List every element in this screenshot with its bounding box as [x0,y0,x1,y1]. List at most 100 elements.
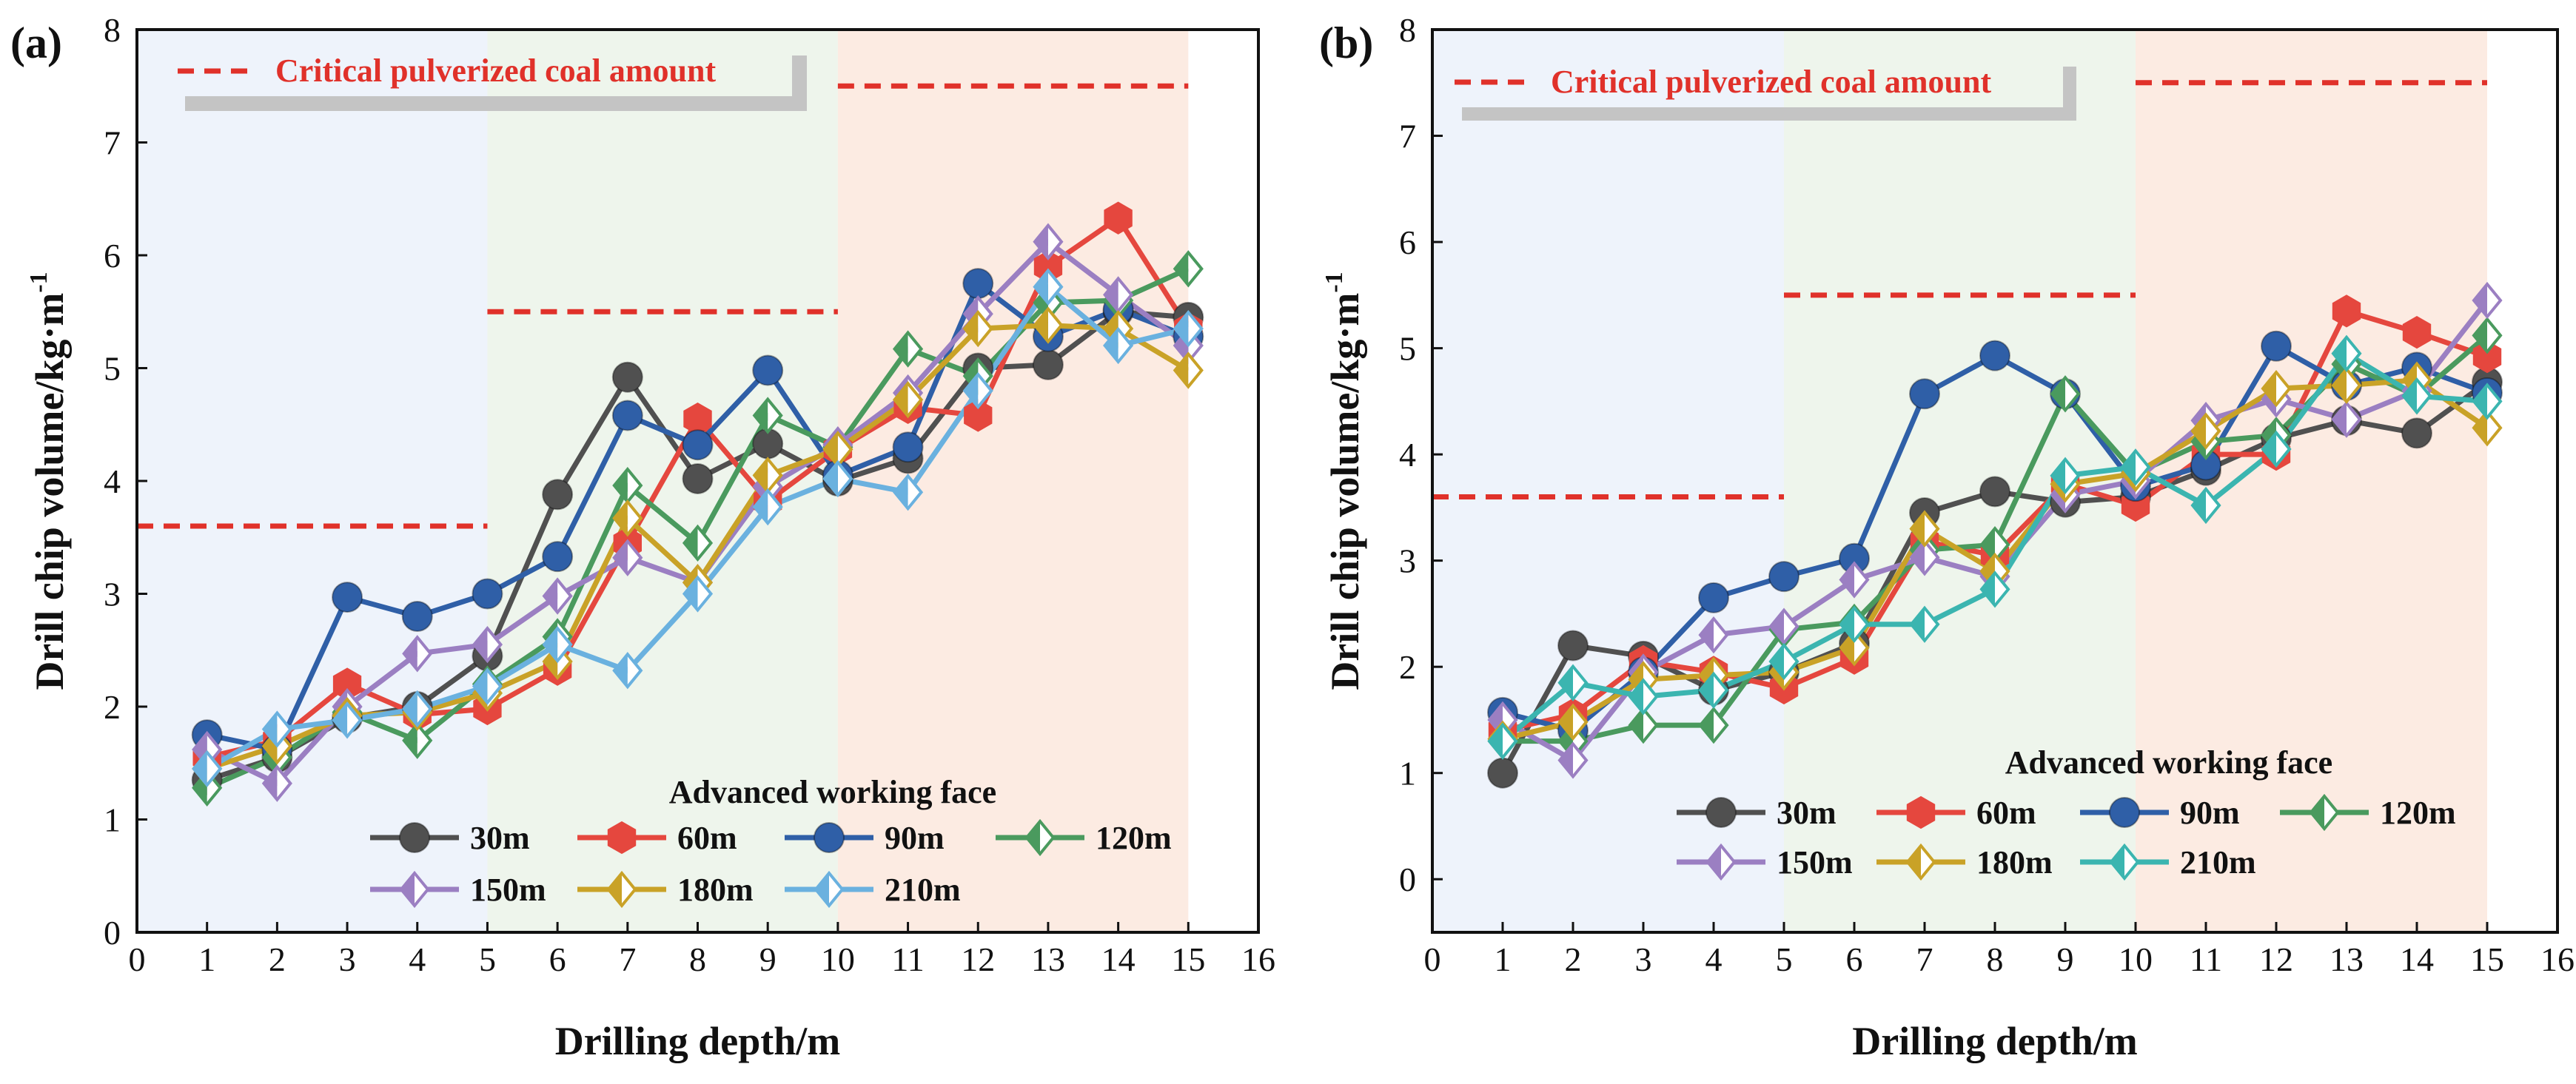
point-90m-x7 [611,400,643,431]
marker-left-half [1489,724,1503,758]
marker-left-half [403,637,417,670]
legend-label: 30m [470,820,530,856]
point-210m-x5 [472,667,503,705]
legend-title: Advanced working face [2005,744,2332,781]
y-tick-label: 2 [1399,648,1416,686]
x-tick-label: 6 [549,940,566,978]
marker-left-half [824,433,838,466]
marker-right-half [837,462,851,495]
point-210m-x14 [1103,326,1134,365]
marker-right-half [487,670,501,703]
marker-outline [1557,664,1589,701]
point-210m-x4 [1698,671,1729,709]
y-tick-label: 1 [104,801,121,839]
marker-outline [962,309,993,348]
marker-right-half [1573,666,1586,699]
y-tick-label: 5 [1399,330,1416,368]
marker-outline [2472,281,2503,320]
marker-right-half [2324,796,2338,829]
point-210m-x15 [1173,309,1204,348]
marker-right-half [697,526,711,559]
marker-outline [892,474,924,511]
y-tick-label: 4 [1399,436,1416,474]
point-150m-x5 [472,625,503,664]
marker-right-half [1040,821,1053,854]
legend-item-210m: 210m [2080,843,2256,881]
marker-left-half [1560,744,1573,777]
marker-left-half [1982,528,1995,562]
legend-label: 210m [2180,844,2256,881]
critical-label-shadow-v [792,55,807,111]
marker-left-half [2474,385,2487,418]
marker-right-half [1047,270,1061,303]
point-60m-x13 [2332,294,2361,328]
point-120m-x15 [2472,317,2503,354]
marker-right-half [2487,411,2500,445]
point-210m-x8 [1979,570,2010,608]
marker-right-half [829,873,842,906]
marker-right-half [1854,631,1868,664]
point-90m-x8 [682,429,714,461]
point-150m-x13 [1033,223,1064,260]
point-180m-x7 [1909,510,1940,548]
marker-right-half [2065,377,2079,411]
legend-label: 120m [2380,795,2456,831]
x-tick-label: 0 [129,940,146,978]
point-90m-x12 [2261,330,2292,362]
marker-outline [402,635,433,673]
y-tick-label: 0 [1399,861,1416,898]
marker-outline [606,870,637,909]
marker-right-half [2487,385,2500,418]
marker-right-half [1643,709,1657,742]
region-band-1 [137,30,488,932]
x-tick-label: 16 [1241,940,1275,978]
marker-right-half [627,654,641,687]
marker-right-half [978,374,992,407]
marker-left-half [614,469,628,502]
marker-left-half [754,491,768,524]
marker-outline [1698,671,1729,709]
legend-swatch-marker [399,822,430,853]
marker-outline [542,642,573,681]
point-60m-x12 [964,399,993,432]
marker-left-half [754,399,768,432]
point-120m-x3 [1628,706,1659,744]
x-tick-label: 1 [1495,940,1512,978]
marker-left-half [1630,680,1643,713]
x-tick-label: 10 [821,940,855,978]
y-tick-label: 6 [104,237,121,275]
marker-left-half [1841,631,1854,664]
marker-right-half [627,541,641,574]
legend-label: 150m [470,872,546,908]
marker-right-half [908,332,922,366]
point-120m-x4 [402,721,433,759]
marker-outline [192,750,223,788]
marker-outline [2190,412,2221,450]
marker-right-half [1118,329,1132,362]
y-tick-label: 8 [104,11,121,49]
point-150m-x4 [1698,616,1729,654]
point-90m-x7 [1909,378,1940,410]
marker-right-half [2276,432,2290,465]
marker-outline [2190,486,2221,525]
legend: Advanced working face 30m 60m 90m 120m 150m 18… [370,774,1172,909]
marker-left-half [264,713,278,746]
point-90m-x5 [1768,561,1799,593]
point-90m-x11 [892,431,924,463]
x-tick-label: 9 [2057,940,2074,978]
legend-swatch-marker [814,822,845,853]
x-tick-label: 2 [1565,940,1582,978]
marker-outline [892,381,924,419]
point-180m-x2 [1557,703,1589,741]
marker-outline [1698,616,1729,654]
marker-left-half [684,577,698,610]
marker-right-half [2487,319,2500,352]
marker-right-half [1118,278,1132,312]
marker-right-half [1925,512,1938,545]
point-210m-x10 [822,459,853,498]
panel-label: (b) [1319,18,1373,67]
x-tick-label: 10 [2119,940,2153,978]
point-150m-x7 [1909,539,1940,576]
x-axis-title: Drilling depth/m [555,1019,841,1063]
